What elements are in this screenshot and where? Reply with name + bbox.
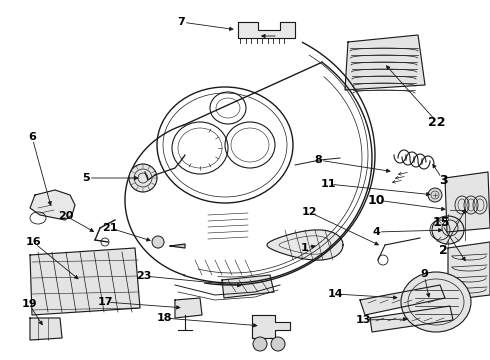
Ellipse shape [401,272,471,332]
Text: 3: 3 [439,174,447,186]
Polygon shape [360,285,445,315]
Text: 9: 9 [420,269,428,279]
Polygon shape [448,242,490,300]
Ellipse shape [152,236,164,248]
Text: 10: 10 [367,194,385,207]
Text: 4: 4 [372,227,380,237]
Polygon shape [445,172,490,232]
Text: 21: 21 [102,223,118,233]
Ellipse shape [129,164,157,192]
Text: 18: 18 [156,313,172,323]
Text: 17: 17 [97,297,113,307]
Polygon shape [267,230,343,260]
Text: 19: 19 [21,299,37,309]
Text: 16: 16 [25,237,41,247]
Polygon shape [175,298,202,318]
Polygon shape [222,275,274,298]
Text: 5: 5 [82,173,90,183]
Text: 15: 15 [432,216,450,230]
Polygon shape [30,248,140,315]
Text: 7: 7 [177,17,185,27]
Ellipse shape [271,337,285,351]
Text: 11: 11 [320,179,336,189]
Polygon shape [345,35,425,90]
Polygon shape [30,318,62,340]
Text: 6: 6 [28,132,36,142]
Text: 8: 8 [314,155,322,165]
Polygon shape [170,244,185,248]
Polygon shape [252,315,290,338]
Text: 12: 12 [301,207,317,217]
Text: 2: 2 [439,243,447,256]
Text: 20: 20 [58,211,74,221]
Ellipse shape [253,337,267,351]
Text: 22: 22 [428,116,446,129]
Polygon shape [30,190,75,220]
Text: 1: 1 [301,243,309,253]
Text: 13: 13 [355,315,371,325]
Text: 23: 23 [136,271,152,281]
Polygon shape [370,306,453,332]
Ellipse shape [432,216,464,244]
Ellipse shape [428,188,442,202]
Polygon shape [238,22,295,38]
Text: 14: 14 [327,289,343,299]
